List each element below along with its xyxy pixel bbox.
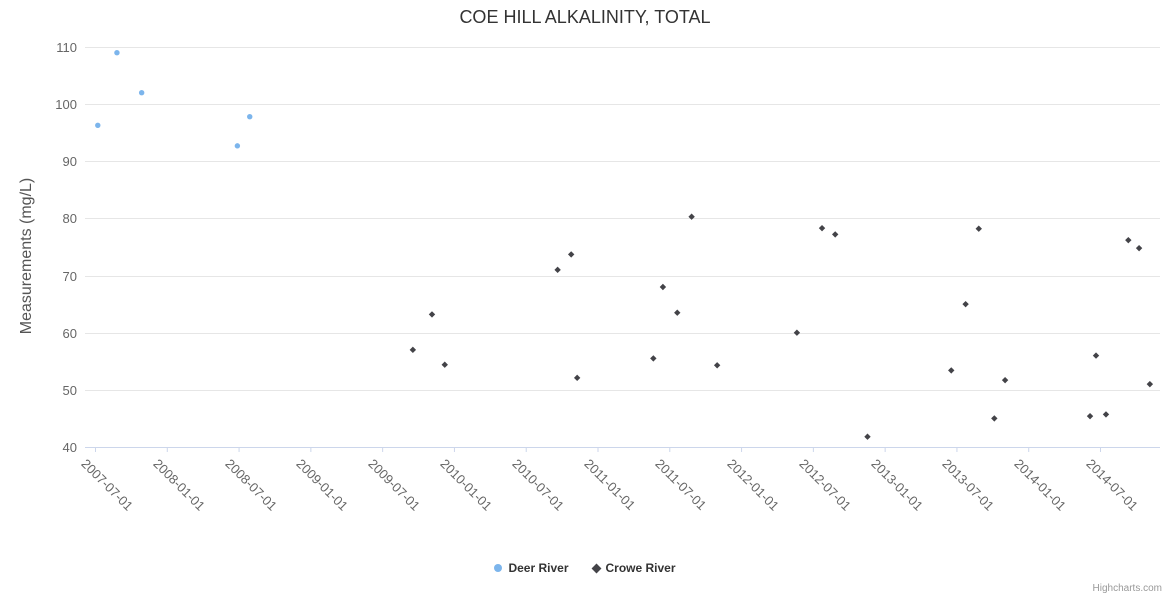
y-tick-label: 90: [62, 153, 77, 169]
data-point-crowe-river[interactable]: [948, 367, 955, 374]
data-point-crowe-river[interactable]: [831, 231, 839, 238]
data-point-crowe-river[interactable]: [428, 311, 436, 318]
data-point-crowe-river[interactable]: [793, 329, 801, 336]
data-point-crowe-river[interactable]: [1092, 352, 1100, 359]
data-point-crowe-river[interactable]: [1125, 236, 1132, 244]
y-tick-label: 110: [56, 39, 77, 55]
data-point-crowe-river[interactable]: [1135, 244, 1143, 252]
y-tick-label: 70: [62, 268, 77, 284]
y-tick-label: 50: [62, 382, 77, 398]
y-tick-label: 80: [62, 210, 77, 226]
data-point-crowe-river[interactable]: [975, 225, 982, 232]
crowe-river-marker-icon: [591, 563, 601, 573]
data-point-crowe-river[interactable]: [554, 266, 561, 274]
legend-item-deer-river[interactable]: Deer River: [494, 561, 569, 575]
data-point-crowe-river[interactable]: [409, 346, 417, 354]
data-point-crowe-river[interactable]: [1146, 380, 1154, 388]
data-point-deer-river[interactable]: [114, 50, 120, 56]
legend: Deer River Crowe River: [0, 561, 1170, 575]
data-point-crowe-river[interactable]: [962, 300, 969, 308]
data-point-crowe-river[interactable]: [688, 213, 695, 220]
chart-title: COE HILL ALKALINITY, TOTAL: [459, 7, 711, 27]
data-point-crowe-river[interactable]: [659, 283, 667, 291]
data-point-crowe-river[interactable]: [573, 374, 581, 382]
data-point-crowe-river[interactable]: [674, 309, 681, 316]
data-point-crowe-river[interactable]: [1086, 412, 1094, 420]
data-point-deer-river[interactable]: [234, 143, 241, 149]
data-point-crowe-river[interactable]: [567, 251, 575, 258]
data-point-crowe-river[interactable]: [1102, 411, 1110, 418]
y-tick-label: 100: [55, 96, 77, 112]
data-point-crowe-river[interactable]: [991, 415, 998, 422]
legend-label: Deer River: [508, 561, 569, 575]
highcharts-credits-link[interactable]: Highcharts.com: [1092, 583, 1162, 594]
data-point-crowe-river[interactable]: [650, 355, 657, 362]
deer-river-marker-icon: [494, 564, 503, 572]
data-point-deer-river[interactable]: [138, 90, 145, 96]
y-tick-label: 60: [62, 325, 77, 341]
y-tick-label: 40: [62, 439, 77, 455]
data-point-crowe-river[interactable]: [818, 224, 826, 232]
data-point-deer-river[interactable]: [247, 114, 253, 120]
legend-item-crowe-river[interactable]: Crowe River: [591, 561, 676, 575]
data-point-deer-river[interactable]: [95, 122, 101, 128]
y-axis-title: Measurements (mg/L): [18, 177, 35, 335]
data-point-crowe-river[interactable]: [441, 361, 448, 368]
data-point-crowe-river[interactable]: [713, 362, 721, 369]
data-point-crowe-river[interactable]: [1001, 376, 1009, 384]
legend-label: Crowe River: [605, 561, 676, 575]
data-point-crowe-river[interactable]: [864, 433, 871, 440]
